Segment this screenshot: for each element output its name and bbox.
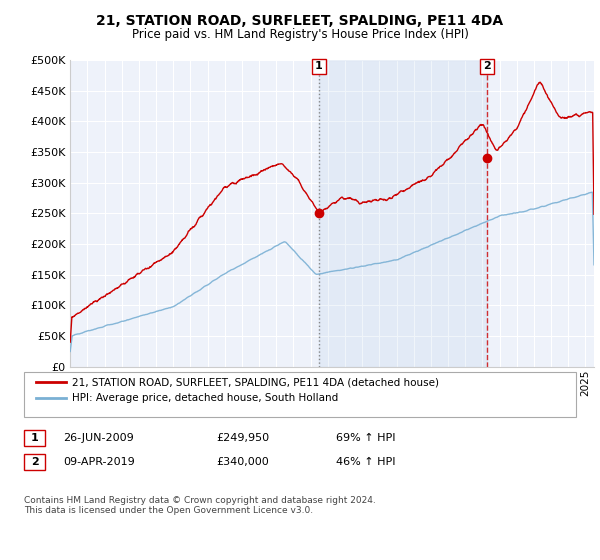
Text: 46% ↑ HPI: 46% ↑ HPI [336, 457, 395, 467]
Text: 2: 2 [483, 62, 491, 72]
Text: 1: 1 [315, 62, 323, 72]
Text: 26-JUN-2009: 26-JUN-2009 [63, 433, 134, 443]
Text: £249,950: £249,950 [216, 433, 269, 443]
Text: Contains HM Land Registry data © Crown copyright and database right 2024.
This d: Contains HM Land Registry data © Crown c… [24, 496, 376, 515]
Bar [319, 60, 487, 367]
Text: 2: 2 [31, 457, 38, 467]
Text: 21, STATION ROAD, SURFLEET, SPALDING, PE11 4DA: 21, STATION ROAD, SURFLEET, SPALDING, PE… [97, 14, 503, 28]
Text: £340,000: £340,000 [216, 457, 269, 467]
Text: HPI: Average price, detached house, South Holland: HPI: Average price, detached house, Sout… [72, 393, 338, 403]
Text: 69% ↑ HPI: 69% ↑ HPI [336, 433, 395, 443]
Text: 1: 1 [31, 433, 38, 443]
Text: 21, STATION ROAD, SURFLEET, SPALDING, PE11 4DA (detached house): 21, STATION ROAD, SURFLEET, SPALDING, PE… [72, 377, 439, 388]
Text: Price paid vs. HM Land Registry's House Price Index (HPI): Price paid vs. HM Land Registry's House … [131, 28, 469, 41]
Text: 09-APR-2019: 09-APR-2019 [63, 457, 135, 467]
